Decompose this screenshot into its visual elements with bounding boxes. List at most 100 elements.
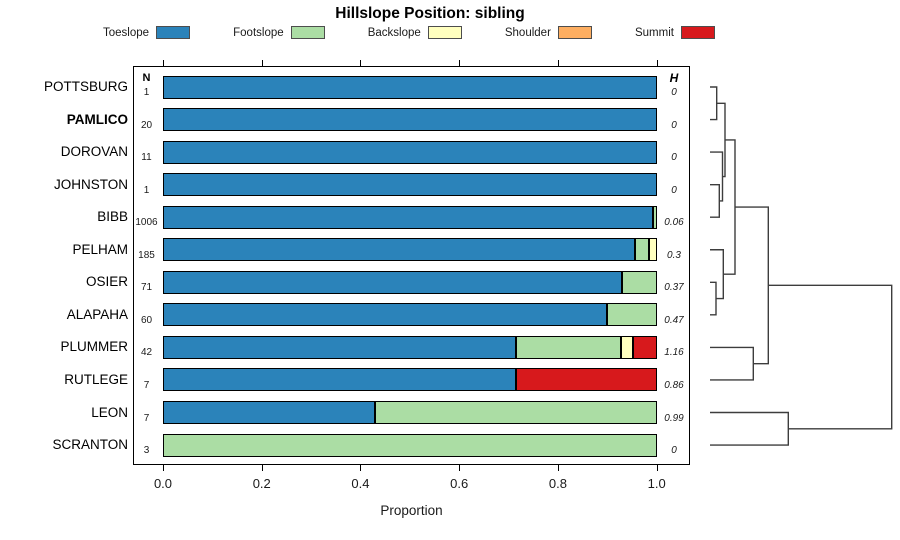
series-row-label: JOHNSTON <box>53 176 128 192</box>
h-value: 0.3 <box>667 249 681 261</box>
bar-segment-toeslope <box>163 75 657 99</box>
stacked-bar <box>163 238 657 262</box>
legend-swatch <box>427 26 462 39</box>
x-axis-tick-top <box>360 60 362 66</box>
n-value: 7 <box>143 379 150 391</box>
h-value: 0.99 <box>664 412 684 424</box>
dendrogram-link <box>735 206 769 365</box>
n-value: 7 <box>143 412 150 424</box>
bar-segment-toeslope <box>163 205 654 229</box>
h-value: 0 <box>671 445 677 457</box>
series-row-label: POTTSBURG <box>43 79 128 94</box>
h-column-header: H <box>669 71 679 85</box>
stacked-bar <box>163 140 657 164</box>
bar-segment-summit <box>633 335 657 359</box>
bar-segment-toeslope <box>163 303 608 327</box>
dendrogram-link <box>710 86 718 121</box>
x-axis-tick-label: 0.0 <box>153 476 173 491</box>
stacked-bar <box>163 270 657 294</box>
x-axis-tick-top <box>459 60 461 66</box>
n-value: 71 <box>140 282 153 294</box>
stacked-bar <box>163 303 657 327</box>
h-value: 0 <box>671 119 677 131</box>
x-axis-tick <box>261 465 263 471</box>
h-value: 0.37 <box>664 282 684 294</box>
legend-item-summit: Summit <box>635 26 715 39</box>
dendrogram-link <box>710 346 754 381</box>
bar-segment-footslope <box>635 238 649 262</box>
x-axis-tick <box>557 465 559 471</box>
x-axis-tick-top <box>557 60 559 66</box>
n-value: 1006 <box>135 217 158 229</box>
x-axis-tick <box>459 465 461 471</box>
bar-segment-footslope <box>374 401 657 424</box>
bar-segment-footslope <box>622 270 657 294</box>
stacked-bar <box>163 173 657 197</box>
bar-segment-footslope <box>163 433 657 457</box>
x-axis-tick-top <box>261 60 263 66</box>
h-value: 1.16 <box>664 347 684 359</box>
series-row-label: PAMLICO <box>66 111 128 127</box>
stacked-bar <box>163 335 657 359</box>
bar-segment-toeslope <box>163 140 657 164</box>
bar-segment-toeslope <box>163 173 657 197</box>
legend: Toeslope Footslope Backslope Shoulder Summit <box>103 26 715 39</box>
series-row-label: RUTLEGE <box>64 371 128 387</box>
x-axis-tick <box>360 465 362 471</box>
series-row-label: PELHAM <box>72 241 128 257</box>
x-axis-title: Proportion <box>380 503 443 518</box>
legend-label: Backslope <box>367 26 421 39</box>
h-value: 0 <box>671 152 677 164</box>
bar-segment-toeslope <box>163 335 516 359</box>
h-value: 0.86 <box>664 379 684 391</box>
legend-label: Shoulder <box>504 26 551 39</box>
x-axis-tick <box>656 465 658 471</box>
n-value: 1 <box>143 87 150 98</box>
dendrogram-link <box>723 139 736 275</box>
legend-label: Footslope <box>233 26 284 39</box>
stacked-bar <box>163 75 657 99</box>
bar-segment-toeslope <box>163 368 516 392</box>
legend-label: Toeslope <box>103 26 150 39</box>
dendrogram-link <box>710 183 720 218</box>
stacked-bar <box>163 368 657 392</box>
x-axis-tick-label: 1.0 <box>647 476 666 491</box>
dendrogram-link <box>710 281 717 316</box>
stacked-bar <box>163 401 657 424</box>
n-value: 1 <box>143 184 150 196</box>
dendrogram-link <box>768 284 893 430</box>
dendrogram-link <box>710 411 789 446</box>
n-value: 42 <box>140 347 153 359</box>
series-row-label: OSIER <box>85 274 128 290</box>
bar-segment-backslope <box>648 238 657 262</box>
stacked-bar <box>163 205 657 229</box>
bar-segment-backslope <box>621 335 633 359</box>
bar-segment-footslope <box>515 335 622 359</box>
h-value: 0.47 <box>664 314 684 326</box>
x-axis-tick-top <box>163 60 164 66</box>
x-axis-tick-label: 0.6 <box>450 476 469 491</box>
x-axis-tick-label: 0.4 <box>351 476 370 491</box>
n-value: 3 <box>143 445 150 457</box>
bar-segment-toeslope <box>163 108 657 132</box>
h-value: 0 <box>671 184 677 196</box>
bar-segment-summit <box>515 368 657 392</box>
x-axis-tick <box>163 465 164 471</box>
legend-item-shoulder: Shoulder <box>505 26 592 39</box>
n-value: 11 <box>141 152 152 164</box>
stacked-bar <box>163 433 657 457</box>
series-row-label: DOROVAN <box>60 144 128 160</box>
stacked-bar <box>163 108 657 132</box>
x-axis-tick-label: 0.8 <box>548 476 567 491</box>
n-value: 60 <box>140 314 153 326</box>
bar-segment-toeslope <box>163 238 636 262</box>
legend-item-backslope: Backslope <box>368 26 462 39</box>
legend-swatch <box>290 26 325 39</box>
dendrogram-link <box>710 151 724 202</box>
chart-title: Hillslope Position: sibling <box>335 5 525 22</box>
x-axis-tick-label: 0.2 <box>252 476 271 491</box>
plot-box <box>133 66 690 465</box>
series-row-label: ALAPAHA <box>66 306 128 322</box>
legend-swatch <box>557 26 592 39</box>
